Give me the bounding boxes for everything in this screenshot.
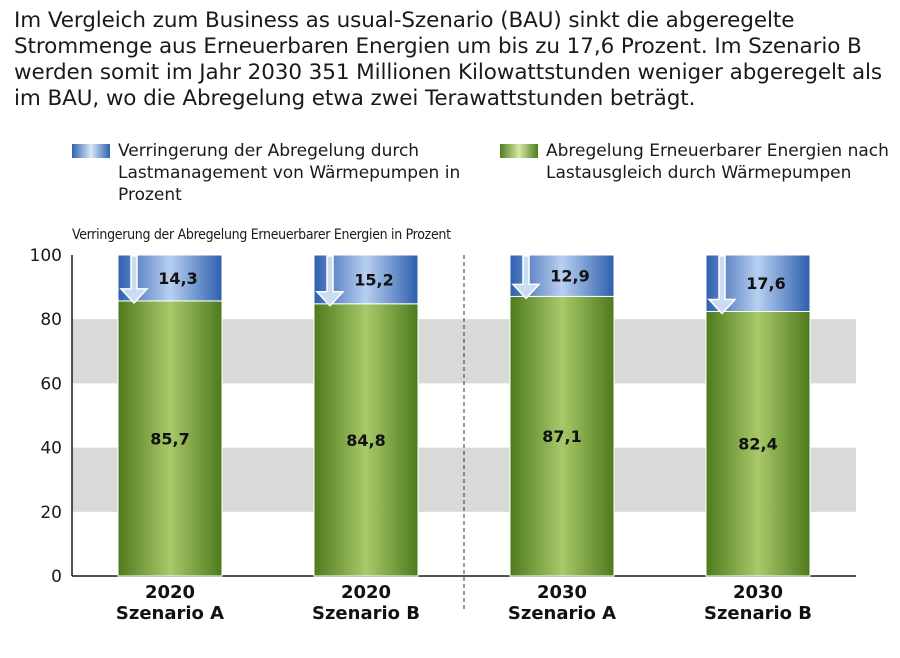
- y-tick-label: 80: [40, 310, 62, 330]
- legend-label-curtailment: Abregelung Erneuerbarer Energien nach La…: [546, 141, 889, 183]
- y-tick-label: 100: [30, 246, 62, 266]
- y-tick-label: 20: [40, 503, 62, 523]
- chart-title: Verringerung der Abregelung Erneuerbarer…: [72, 227, 451, 243]
- legend-label-reduction: Verringerung der Abregelung durch Lastma…: [118, 141, 461, 205]
- x-tick-label-scenario: Szenario B: [312, 603, 420, 624]
- down-arrow-icon: [315, 255, 345, 307]
- legend-swatch-blue: [72, 144, 110, 158]
- bar-green: [117, 300, 223, 577]
- down-arrow-icon: [119, 255, 149, 305]
- data-label-blue: 12,9: [550, 267, 589, 286]
- x-tick-label-scenario: Szenario A: [508, 603, 616, 624]
- data-label-green: 84,8: [346, 431, 385, 450]
- x-tick-label-scenario: Szenario A: [116, 603, 224, 624]
- data-label-green: 82,4: [738, 435, 777, 454]
- x-tick-label-year: 2030: [733, 582, 783, 603]
- down-arrow-icon: [511, 255, 541, 300]
- data-label-blue: 14,3: [158, 269, 197, 288]
- data-label-blue: 15,2: [354, 270, 393, 289]
- bar-green: [509, 295, 615, 577]
- bar-green: [313, 303, 419, 577]
- down-arrow-icon: [707, 255, 737, 315]
- legend-swatch-green: [500, 144, 538, 158]
- x-tick-label-year: 2030: [537, 582, 587, 603]
- x-tick-label-year: 2020: [341, 582, 391, 603]
- y-tick-label: 40: [40, 439, 62, 459]
- data-label-green: 87,1: [542, 427, 581, 446]
- x-tick-label-year: 2020: [145, 582, 195, 603]
- y-tick-label: 0: [51, 567, 62, 587]
- headline-text: Im Vergleich zum Business as usual-Szena…: [14, 8, 883, 111]
- x-tick-label-scenario: Szenario B: [704, 603, 812, 624]
- data-label-green: 85,7: [150, 429, 189, 448]
- data-label-blue: 17,6: [746, 274, 785, 293]
- y-tick-label: 60: [40, 374, 62, 394]
